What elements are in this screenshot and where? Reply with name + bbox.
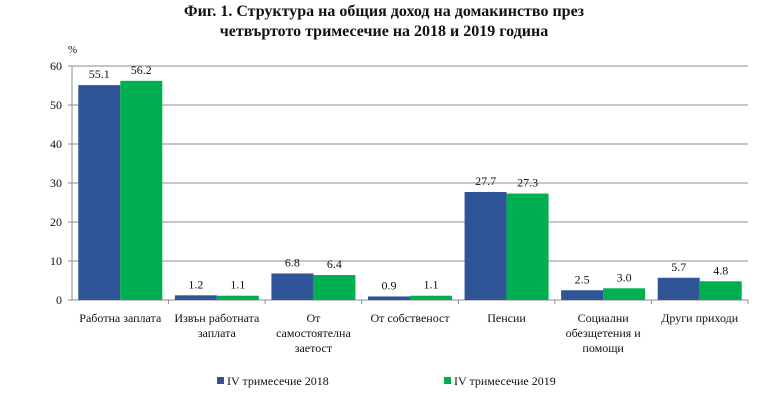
bar-2018 [78,85,121,300]
x-tick-label-line: Други приходи [661,311,739,325]
y-axis-label: % [68,44,77,56]
bar-2018 [271,273,314,300]
bar-2018 [368,296,410,300]
bar-2019 [603,288,646,300]
data-label: 1.1 [424,278,439,292]
x-tick-label: Социални обезщетения и помощи [566,311,642,355]
data-label: 6.8 [285,255,300,269]
x-tick-label: Пенсии [487,311,526,325]
x-tick-label: Работна заплата [79,311,162,325]
legend-label: IV тримесечие 2018 [227,374,329,388]
bar-2019 [216,295,259,300]
x-tick-label-line: Пенсии [487,311,526,325]
chart-title: Фиг. 1. Структура на общия доход на дома… [0,2,768,42]
data-label: 2.5 [575,272,590,286]
bar-2019 [120,80,163,300]
bar-2018 [657,277,700,300]
data-label: 0.9 [382,278,397,292]
data-label: 27.7 [475,174,496,188]
x-tick-label-line: обезщетения и [566,326,642,340]
data-label: 27.3 [517,176,538,190]
x-tick-label-line: самостоятелна [276,326,351,340]
x-tick-label-line: От [306,311,321,325]
bar-2019 [313,275,356,300]
data-label: 6.4 [327,257,342,271]
x-tick-label-line: Социални [578,311,630,325]
x-tick-label-line: Работна заплата [79,311,162,325]
data-label: 4.8 [713,263,728,277]
x-tick-label-line: заетост [295,341,333,355]
data-label: 55.1 [89,67,110,81]
x-tick-label-line: Извън работната [174,311,260,325]
y-tick-label: 60 [50,59,62,73]
y-tick-label: 50 [50,98,62,112]
data-label: 3.0 [617,270,632,284]
chart-title-line-2: четвъртото тримесечие на 2018 и 2019 год… [219,23,549,40]
x-tick-label-line: помощи [582,341,624,355]
x-tick-label-line: заплата [198,326,237,340]
bar-2018 [464,191,507,300]
y-tick-label: 40 [50,137,62,151]
y-tick-label: 0 [56,293,62,307]
legend-swatch-2018 [217,377,224,384]
x-tick-label: Извън работната заплата [174,311,260,340]
bar-2019 [699,281,742,300]
data-label: 5.7 [671,260,686,274]
x-tick-label: От самостоятелна заетост [276,311,351,355]
data-label: 56.2 [131,63,152,77]
data-label: 1.2 [188,277,203,291]
bar-2018 [174,295,217,300]
x-tick-label: От собственост [370,311,450,325]
bar-2019 [410,295,452,300]
legend-swatch-2019 [444,377,451,384]
y-tick-label: 30 [50,176,62,190]
x-tick-label: Други приходи [661,311,739,325]
bar-2018 [561,290,604,300]
bar-2019 [506,193,549,300]
x-tick-label-line: От собственост [370,311,450,325]
y-tick-label: 20 [50,215,62,229]
legend-label: IV тримесечие 2019 [454,374,556,388]
y-tick-label: 10 [50,254,62,268]
chart-title-line-1: Фиг. 1. Структура на общия доход на дома… [183,3,585,20]
data-label: 1.1 [230,278,245,292]
